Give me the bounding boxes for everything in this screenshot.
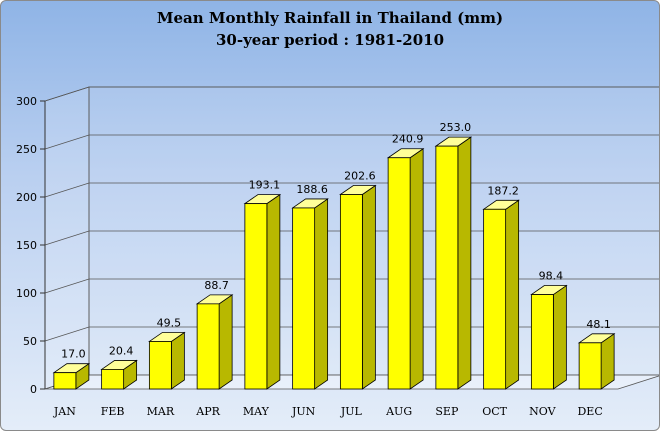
value-label: 187.2 xyxy=(487,184,519,197)
x-tick-label: JAN xyxy=(53,405,76,418)
value-label: 17.0 xyxy=(61,348,86,361)
value-label: 98.4 xyxy=(539,270,564,283)
axes: 0 50 100 150 200 250 300 xyxy=(16,95,46,396)
value-label: 88.7 xyxy=(204,279,229,292)
bar-dec xyxy=(577,333,616,390)
bar-side xyxy=(505,199,520,390)
bar-jan xyxy=(52,362,91,390)
bars xyxy=(52,136,616,390)
bar-aug xyxy=(386,147,425,390)
bar-nov xyxy=(530,284,568,390)
x-tick-label: FEB xyxy=(101,405,125,418)
chart-subtitle: 30-year period : 1981-2010 xyxy=(216,31,444,49)
bar-front xyxy=(387,157,411,390)
y-tick-label: 50 xyxy=(23,335,37,348)
chart-title: Mean Monthly Rainfall in Thailand (mm) xyxy=(157,9,503,27)
value-label: 193.1 xyxy=(249,179,281,192)
bar-side xyxy=(170,331,185,390)
bar-side xyxy=(409,147,424,390)
bar-jun xyxy=(291,198,329,390)
x-tick-label: NOV xyxy=(529,405,556,418)
bar-front xyxy=(292,207,316,390)
value-label: 202.6 xyxy=(344,170,376,183)
bar-side xyxy=(218,294,233,390)
bar-side xyxy=(600,333,615,390)
bar-front xyxy=(435,145,459,390)
bar-front xyxy=(530,294,554,390)
x-tick-label: DEC xyxy=(577,405,602,418)
bar-front xyxy=(339,194,363,390)
y-tick-label: 0 xyxy=(30,383,37,396)
bar-side xyxy=(457,136,472,390)
x-tick-label: SEP xyxy=(435,405,459,418)
bar-jul xyxy=(339,184,377,390)
value-label: 49.5 xyxy=(157,316,182,329)
value-label: 253.0 xyxy=(440,121,472,134)
bar-mar xyxy=(148,331,186,390)
bar-side xyxy=(552,284,567,390)
x-tick-label: OCT xyxy=(482,405,507,418)
gridline xyxy=(44,86,659,102)
y-tick-label: 300 xyxy=(16,95,37,108)
bar-side xyxy=(314,198,329,390)
bar-side xyxy=(361,184,376,390)
value-label: 48.1 xyxy=(586,318,611,331)
gridline xyxy=(44,134,659,150)
value-label: 240.9 xyxy=(392,133,424,146)
value-label: 20.4 xyxy=(109,344,134,357)
value-label: 188.6 xyxy=(296,183,328,196)
bar-front xyxy=(148,341,172,390)
y-tick-label: 250 xyxy=(16,143,37,156)
bar-front xyxy=(578,342,602,390)
y-tick-label: 200 xyxy=(16,191,37,204)
bar-apr xyxy=(195,294,234,390)
labels: 17.0 JAN 20.4 FEB 49.5 MAR 88.7 APR 193.1 MAY 188.… xyxy=(53,121,611,418)
bar-may xyxy=(243,193,282,390)
x-tick-label: MAR xyxy=(147,405,175,418)
x-tick-label: AUG xyxy=(385,405,412,418)
bar-front xyxy=(244,203,268,390)
bar-side xyxy=(266,193,281,390)
bar-front xyxy=(101,369,125,390)
y-tick-label: 150 xyxy=(16,239,37,252)
bar-front xyxy=(483,208,507,390)
x-tick-label: MAY xyxy=(243,405,270,418)
x-tick-label: JUL xyxy=(340,405,363,418)
bar-feb xyxy=(100,359,138,390)
bar-front xyxy=(196,303,220,390)
y-tick-label: 100 xyxy=(16,287,37,300)
bar-oct xyxy=(482,199,520,390)
x-tick-label: APR xyxy=(195,405,220,418)
bar-front xyxy=(53,372,77,390)
x-tick-label: JUN xyxy=(291,405,316,418)
bar-sep xyxy=(434,136,473,390)
